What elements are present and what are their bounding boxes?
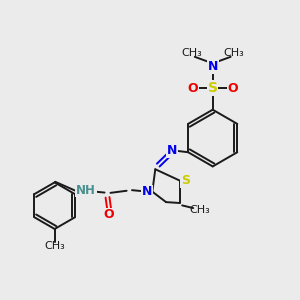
Text: S: S (181, 174, 190, 187)
Text: O: O (188, 82, 198, 95)
Text: CH₃: CH₃ (223, 48, 244, 58)
Text: O: O (227, 82, 238, 95)
Text: N: N (142, 185, 152, 198)
Text: S: S (208, 81, 218, 95)
Text: CH₃: CH₃ (44, 241, 65, 251)
Text: CH₃: CH₃ (182, 48, 202, 58)
Text: N: N (208, 60, 218, 73)
Text: N: N (167, 144, 177, 157)
Text: O: O (104, 208, 114, 221)
Text: NH: NH (76, 184, 96, 197)
Text: CH₃: CH₃ (189, 206, 210, 215)
